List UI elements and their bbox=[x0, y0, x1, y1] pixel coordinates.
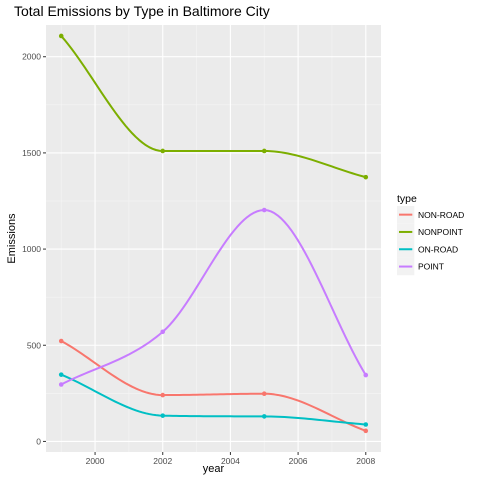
x-axis-title: year bbox=[203, 463, 225, 475]
y-tick-label: 1000 bbox=[22, 244, 41, 254]
data-point-nonpoint bbox=[160, 148, 166, 154]
y-axis: 0 500 1000 1500 2000 bbox=[22, 52, 46, 446]
data-point-nonpoint bbox=[58, 33, 64, 39]
legend-label-non-road: NON-ROAD bbox=[418, 210, 464, 220]
x-tick-label: 2004 bbox=[221, 456, 240, 466]
data-point-nonpoint bbox=[363, 174, 369, 180]
legend-label-on-road: ON-ROAD bbox=[418, 244, 458, 254]
x-tick-label: 2000 bbox=[86, 456, 105, 466]
x-axis: 2000 2002 2004 2006 2008 bbox=[86, 452, 375, 466]
data-point-on-road bbox=[58, 372, 64, 377]
data-point-point bbox=[160, 329, 166, 335]
x-tick-label: 2006 bbox=[289, 456, 308, 466]
legend: type NON-ROAD NONPOINT ON-ROAD POINT bbox=[397, 193, 464, 276]
data-point-point bbox=[261, 207, 267, 213]
data-point-point bbox=[363, 372, 369, 378]
y-axis-title: Emissions bbox=[6, 213, 18, 264]
data-point-on-road bbox=[261, 414, 267, 419]
data-point-on-road bbox=[363, 422, 369, 427]
grid-minor bbox=[46, 25, 381, 452]
chart-title: Total Emissions by Type in Baltimore Cit… bbox=[14, 3, 270, 19]
series-line-on-road bbox=[60, 373, 367, 426]
y-tick-label: 2000 bbox=[22, 52, 41, 62]
plot-panel bbox=[46, 25, 381, 452]
data-point-nonpoint bbox=[261, 148, 267, 154]
data-point-non-road bbox=[363, 428, 369, 434]
data-point-on-road bbox=[160, 413, 166, 418]
x-tick-label: 2002 bbox=[153, 456, 172, 466]
legend-label-point: POINT bbox=[418, 262, 444, 272]
series-line-nonpoint bbox=[60, 34, 367, 179]
legend-items: NON-ROAD NONPOINT ON-ROAD POINT bbox=[397, 206, 464, 276]
series-layer bbox=[58, 33, 369, 434]
x-tick-label: 2008 bbox=[356, 456, 375, 466]
data-point-non-road bbox=[58, 338, 64, 344]
y-tick-label: 0 bbox=[36, 436, 41, 446]
legend-label-nonpoint: NONPOINT bbox=[418, 227, 463, 237]
series-line-point bbox=[60, 209, 367, 386]
legend-title: type bbox=[397, 193, 417, 205]
y-tick-label: 1500 bbox=[22, 148, 41, 158]
series-line-non-road bbox=[60, 340, 367, 432]
y-tick-label: 500 bbox=[27, 340, 41, 350]
grid-major bbox=[46, 25, 381, 452]
data-point-non-road bbox=[261, 391, 267, 397]
data-point-non-road bbox=[160, 392, 166, 398]
data-point-point bbox=[58, 382, 64, 387]
